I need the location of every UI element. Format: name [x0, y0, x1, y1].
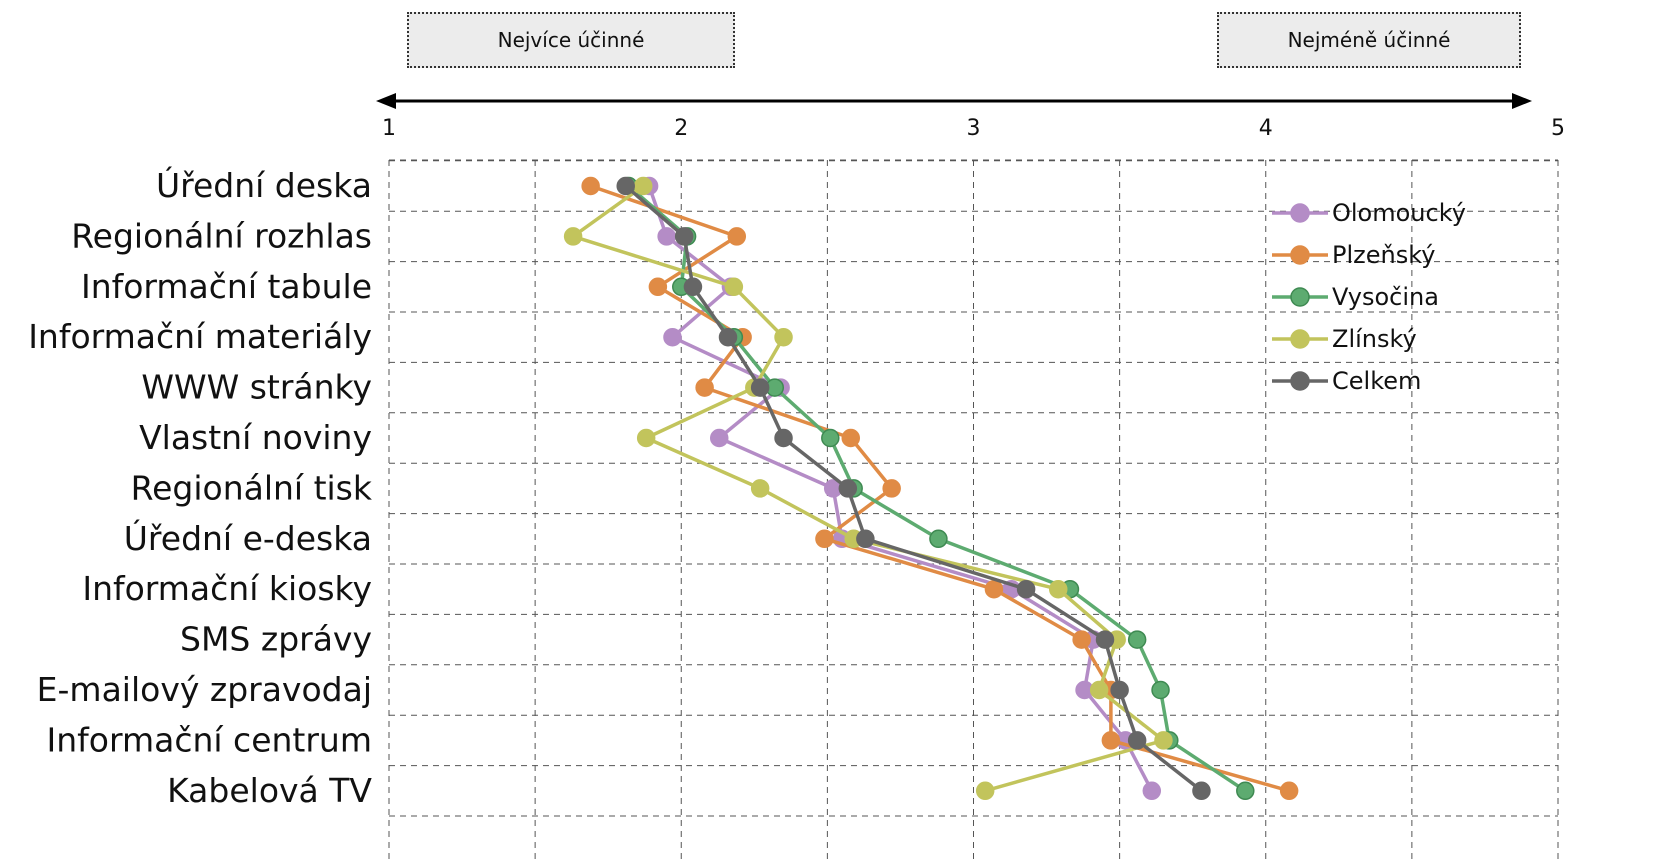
- legend-marker: [1290, 203, 1310, 223]
- legend-marker: [1290, 287, 1310, 307]
- x-axis-ticks: 1 2 3 4 5: [382, 116, 1565, 141]
- data-point: [838, 479, 858, 498]
- data-point: [774, 428, 793, 448]
- category-label: Úřední e-deska: [124, 518, 372, 558]
- data-point: [1127, 630, 1147, 649]
- legend-item: Vysočina: [1272, 283, 1439, 311]
- series-vysočina: [619, 176, 1255, 801]
- data-point: [634, 176, 653, 196]
- data-point: [709, 428, 729, 448]
- series-celkem: [616, 176, 1211, 801]
- data-point: [750, 378, 770, 397]
- grid: [388, 159, 1559, 864]
- category-label: Kabelová TV: [167, 771, 372, 810]
- data-point: [1049, 579, 1068, 599]
- category-label: E-mailový zpravodaj: [37, 670, 372, 709]
- data-point: [1192, 781, 1211, 801]
- data-point: [683, 277, 703, 297]
- x-tick-label: 5: [1551, 116, 1565, 141]
- category-label: SMS zprávy: [180, 620, 372, 659]
- x-tick-label: 3: [967, 116, 981, 141]
- x-tick-label: 2: [674, 116, 688, 141]
- data-point: [774, 327, 793, 347]
- legend-label: Olomoucký: [1332, 199, 1466, 227]
- data-point: [648, 277, 668, 297]
- category-labels: Úřední deska Regionální rozhlas Informační…: [28, 165, 373, 810]
- data-point: [1236, 781, 1255, 801]
- data-point: [984, 579, 1004, 599]
- data-point: [1279, 781, 1299, 801]
- x-tick-label: 4: [1259, 116, 1273, 141]
- series-lines: [563, 176, 1299, 801]
- data-point: [695, 378, 714, 397]
- data-point: [750, 479, 770, 498]
- data-point: [1095, 630, 1115, 649]
- data-point: [636, 428, 656, 448]
- data-point: [616, 176, 635, 196]
- scale-arrow-left-head: [376, 93, 396, 109]
- legend: Olomoucký Plzeňský Vysočina Zlínský Celkem: [1272, 199, 1466, 395]
- legend-marker: [1290, 245, 1310, 265]
- legend-label: Celkem: [1332, 367, 1421, 395]
- data-point: [581, 176, 600, 196]
- data-point: [718, 327, 738, 347]
- effectiveness-scale-arrow: [376, 93, 1532, 109]
- data-point: [856, 529, 875, 549]
- data-point: [563, 227, 583, 246]
- series-line: [624, 184, 1203, 793]
- category-label: Úřední deska: [156, 165, 372, 205]
- legend-label: Vysočina: [1332, 283, 1439, 311]
- data-point: [929, 529, 948, 549]
- data-point: [1110, 680, 1129, 700]
- series-zlínský: [563, 176, 1173, 801]
- data-point: [1016, 579, 1036, 599]
- data-point: [815, 529, 834, 549]
- data-point: [1072, 630, 1091, 649]
- scale-arrow-right-head: [1512, 93, 1532, 109]
- data-point: [657, 227, 676, 246]
- data-point: [975, 781, 995, 801]
- legend-label: Plzeňský: [1332, 241, 1435, 269]
- category-label: Informační kiosky: [82, 569, 372, 608]
- legend-item: Celkem: [1272, 367, 1421, 395]
- legend-marker: [1290, 371, 1310, 391]
- data-point: [1154, 731, 1173, 750]
- legend-item: Plzeňský: [1272, 241, 1435, 269]
- category-label: Informační tabule: [81, 267, 372, 306]
- data-point: [821, 428, 840, 448]
- category-label: Regionální tisk: [131, 468, 373, 507]
- data-point: [1089, 680, 1109, 700]
- category-label: Vlastní noviny: [139, 418, 372, 457]
- data-point: [724, 277, 744, 297]
- series-line: [571, 184, 1166, 793]
- data-point: [674, 227, 694, 246]
- x-tick-label: 1: [382, 116, 396, 141]
- legend-label: Zlínský: [1332, 325, 1417, 353]
- data-point: [1151, 680, 1170, 700]
- data-point: [882, 479, 901, 498]
- data-point: [1142, 781, 1162, 801]
- data-point: [1127, 731, 1147, 750]
- legend-item: Zlínský: [1272, 325, 1417, 353]
- legend-item: Olomoucký: [1272, 199, 1466, 227]
- series-line: [590, 184, 1290, 793]
- legend-marker: [1290, 329, 1310, 349]
- series-line: [627, 184, 1247, 793]
- category-label: Informační centrum: [47, 720, 372, 759]
- data-point: [663, 327, 682, 347]
- category-label: Informační materiály: [28, 317, 372, 356]
- least-effective-label: Nejméně účinné: [1217, 12, 1521, 68]
- data-point: [841, 428, 861, 448]
- data-point: [1101, 731, 1121, 750]
- category-label: Regionální rozhlas: [71, 216, 372, 255]
- category-label: WWW stránky: [141, 368, 372, 407]
- most-effective-label: Nejvíce účinné: [407, 12, 735, 68]
- data-point: [727, 227, 747, 246]
